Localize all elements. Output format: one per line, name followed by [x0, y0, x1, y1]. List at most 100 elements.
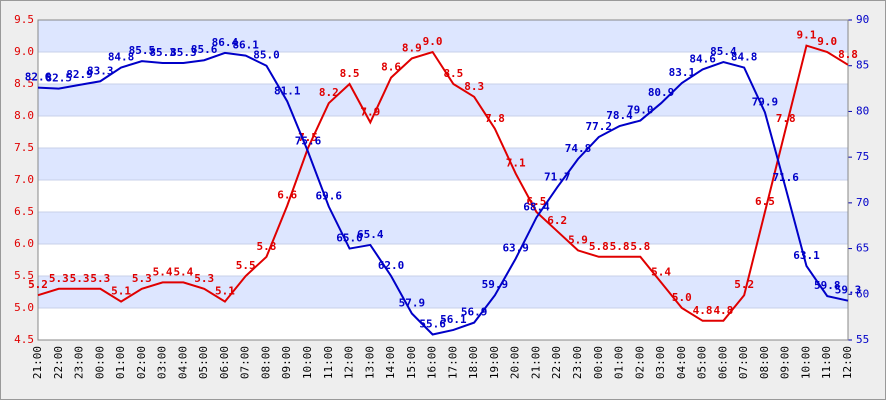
data-label: 6.5 — [755, 195, 775, 208]
x-tick-label: 10:00 — [799, 346, 812, 379]
data-label: 71.6 — [772, 171, 799, 184]
x-tick-label: 12:00 — [343, 346, 356, 379]
data-label: 74.8 — [565, 142, 592, 155]
y-tick-label: 9.5 — [14, 13, 34, 26]
series-line — [37, 44, 849, 322]
data-label: 56.9 — [461, 306, 488, 319]
data-label: 5.3 — [194, 272, 214, 285]
x-tick-label: 22:00 — [550, 346, 563, 379]
data-label: 78.4 — [606, 109, 633, 122]
data-label: 5.8 — [610, 240, 630, 253]
x-tick-label: 11:00 — [820, 346, 833, 379]
data-label: 82.6 — [25, 71, 52, 84]
data-label: 5.8 — [589, 240, 609, 253]
grid-band — [38, 148, 848, 180]
x-tick-label: 01:00 — [114, 346, 127, 379]
y2-tick-label: 85 — [856, 59, 869, 72]
data-label: 5.4 — [651, 265, 671, 278]
data-label: 8.5 — [340, 67, 360, 80]
data-label: 57.9 — [399, 296, 426, 309]
data-label: 71.7 — [544, 170, 571, 183]
data-label: 8.3 — [464, 80, 484, 93]
x-tick-label: 20:00 — [509, 346, 522, 379]
y-tick-label: 6.5 — [14, 205, 34, 218]
data-label: 4.8 — [713, 304, 733, 317]
data-label: 82.9 — [66, 68, 93, 81]
data-label: 6.6 — [277, 189, 297, 202]
x-tick-label: 21:00 — [31, 346, 44, 379]
data-label: 5.1 — [111, 285, 131, 298]
data-label: 5.5 — [236, 259, 256, 272]
data-label: 6.5 — [527, 195, 547, 208]
x-tick-label: 10:00 — [301, 346, 314, 379]
x-tick-label: 00:00 — [592, 346, 605, 379]
x-tick-label: 00:00 — [93, 346, 106, 379]
data-label: 5.3 — [90, 272, 110, 285]
x-tick-label: 22:00 — [52, 346, 65, 379]
data-label: 81.1 — [274, 84, 301, 97]
x-tick-label: 06:00 — [716, 346, 729, 379]
data-label: 59.8 — [814, 279, 841, 292]
data-label: 9.1 — [797, 29, 817, 42]
data-label: 65.0 — [336, 232, 363, 245]
x-tick-label: 02:00 — [135, 346, 148, 379]
data-label: 86.4 — [212, 36, 239, 49]
data-label: 77.2 — [586, 120, 613, 133]
x-tick-label: 03:00 — [156, 346, 169, 379]
data-label: 84.8 — [108, 51, 135, 64]
x-tick-label: 23:00 — [73, 346, 86, 379]
data-label: 63.9 — [502, 242, 529, 255]
x-tick-label: 21:00 — [529, 346, 542, 379]
data-label: 83.1 — [669, 66, 696, 79]
y2-tick-label: 70 — [856, 196, 869, 209]
x-tick-label: 18:00 — [467, 346, 480, 379]
x-tick-label: 02:00 — [633, 346, 646, 379]
data-label: 80.9 — [648, 86, 675, 99]
data-label: 5.4 — [153, 265, 173, 278]
y2-tick-label: 75 — [856, 150, 869, 163]
data-label: 84.8 — [731, 51, 758, 64]
data-label: 7.1 — [506, 157, 526, 170]
y-tick-label: 5.0 — [14, 301, 34, 314]
x-tick-label: 04:00 — [176, 346, 189, 379]
data-label: 8.9 — [402, 41, 422, 54]
data-label: 8.6 — [381, 61, 401, 74]
x-tick-label: 17:00 — [446, 346, 459, 379]
y-tick-label: 6.0 — [14, 237, 34, 250]
x-tick-label: 03:00 — [654, 346, 667, 379]
data-label: 6.2 — [547, 214, 567, 227]
x-tick-label: 08:00 — [259, 346, 272, 379]
data-label: 8.5 — [443, 67, 463, 80]
data-label: 5.2 — [734, 278, 754, 291]
data-label: 59.3 — [835, 284, 862, 297]
data-label: 63.1 — [793, 249, 820, 262]
data-label: 5.3 — [70, 272, 90, 285]
data-label: 86.1 — [232, 39, 259, 52]
x-tick-label: 09:00 — [280, 346, 293, 379]
data-label: 5.9 — [568, 233, 588, 246]
data-label: 7.8 — [485, 112, 505, 125]
data-label: 79.0 — [627, 104, 654, 117]
y-tick-label: 7.0 — [14, 173, 34, 186]
data-label: 69.6 — [316, 190, 343, 203]
x-tick-label: 04:00 — [675, 346, 688, 379]
y-tick-label: 7.5 — [14, 141, 34, 154]
x-tick-label: 08:00 — [758, 346, 771, 379]
data-label: 62.0 — [378, 259, 405, 272]
series-line — [37, 51, 849, 336]
x-tick-label: 05:00 — [197, 346, 210, 379]
y2-tick-label: 80 — [856, 104, 869, 117]
data-label: 85.5 — [129, 44, 156, 57]
data-label: 84.6 — [689, 52, 716, 65]
plot-border — [37, 19, 849, 341]
data-label: 4.8 — [693, 304, 713, 317]
data-label: 85.0 — [253, 49, 280, 62]
x-tick-label: 11:00 — [322, 346, 335, 379]
x-tick-label: 09:00 — [779, 346, 792, 379]
data-label: 5.8 — [630, 240, 650, 253]
data-label: 8.2 — [319, 86, 339, 99]
data-label: 5.1 — [215, 285, 235, 298]
grid-band — [38, 20, 848, 52]
data-label: 75.6 — [295, 135, 322, 148]
x-tick-label: 07:00 — [737, 346, 750, 379]
